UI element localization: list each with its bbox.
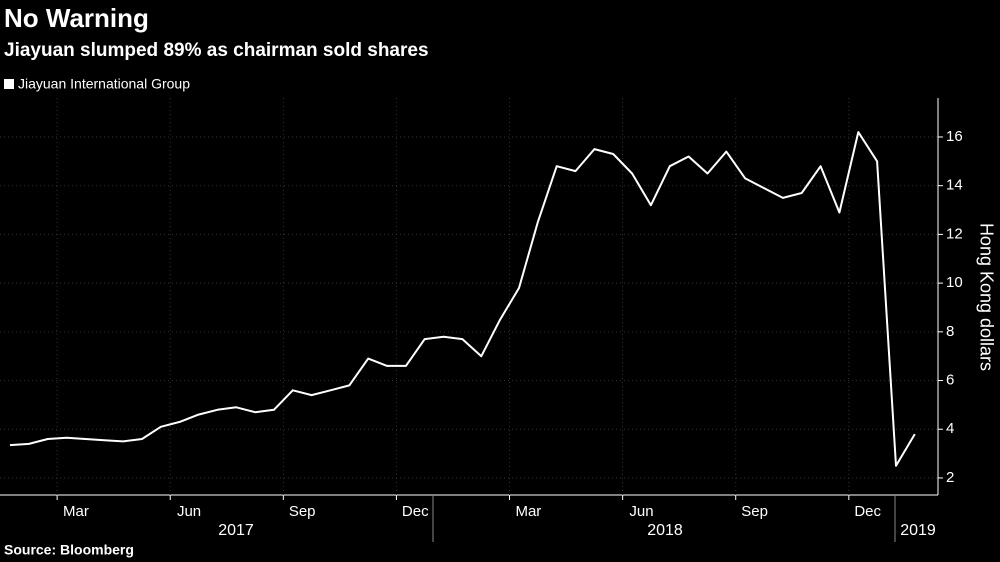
x-tick-label: Mar	[515, 503, 541, 520]
y-tick-label: 6	[946, 371, 954, 388]
price-line	[9, 131, 916, 467]
y-tick-label: 8	[946, 323, 954, 340]
y-tick-label: 10	[946, 274, 963, 291]
x-tick-label: Sep	[741, 503, 768, 520]
source: Source: Bloomberg	[4, 542, 134, 558]
y-tick-label: 14	[946, 177, 963, 194]
x-tick-label: Dec	[854, 503, 881, 520]
year-label: 2017	[218, 522, 254, 539]
y-tick-label: 4	[946, 420, 954, 437]
x-tick-label: Jun	[629, 503, 653, 520]
year-label: 2019	[900, 522, 936, 539]
legend-label: Jiayuan International Group	[18, 76, 190, 92]
y-tick-label: 2	[946, 469, 954, 486]
x-tick-label: Jun	[177, 503, 201, 520]
x-tick-label: Dec	[402, 503, 429, 520]
y-axis-label: Hong Kong dollars	[976, 223, 996, 371]
y-tick-label: 12	[946, 225, 963, 242]
year-label: 2018	[647, 522, 683, 539]
x-tick-label: Mar	[63, 503, 89, 520]
chart-title: No Warning	[4, 3, 149, 33]
y-tick-label: 16	[946, 128, 963, 145]
legend-swatch	[4, 79, 14, 89]
x-tick-label: Sep	[289, 503, 316, 520]
chart-subtitle: Jiayuan slumped 89% as chairman sold sha…	[4, 40, 429, 61]
